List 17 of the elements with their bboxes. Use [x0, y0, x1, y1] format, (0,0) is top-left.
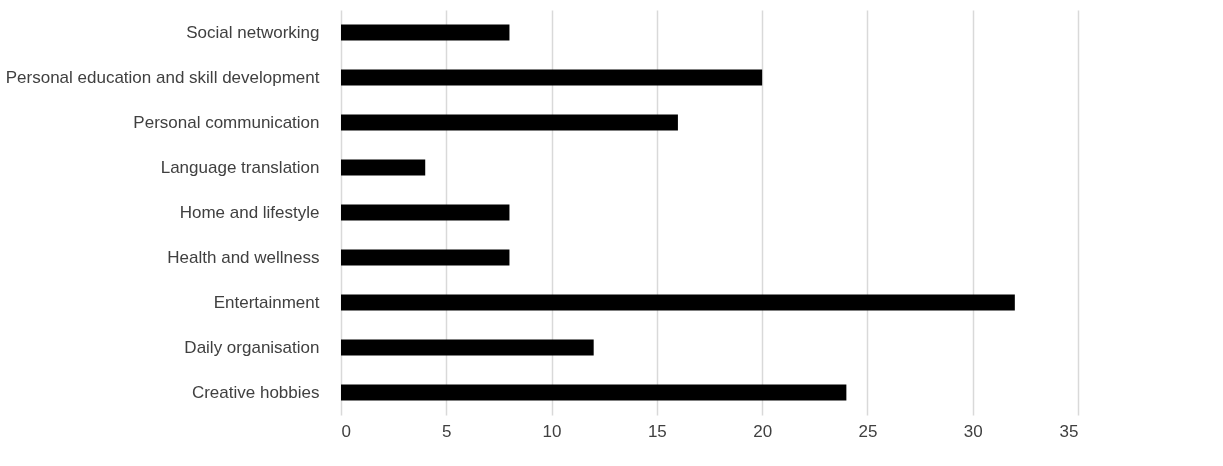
x-tick-label: 5 [442, 421, 452, 441]
x-tick-label: 25 [858, 421, 878, 441]
x-tick-label: 20 [753, 421, 773, 441]
y-tick-label: Creative hobbies [191, 382, 320, 402]
x-tick-label: 10 [542, 421, 562, 441]
x-tick-label: 15 [647, 421, 667, 441]
y-tick-label: Personal communication [133, 112, 320, 132]
y-tick-label: Social networking [186, 22, 320, 42]
y-tick-label: Home and lifestyle [179, 202, 320, 222]
y-tick-label: Language translation [160, 157, 320, 177]
y-tick-label: Personal education and skill development [5, 67, 320, 87]
y-tick-label: Entertainment [213, 292, 320, 312]
x-tick-label: 35 [1059, 421, 1079, 441]
y-tick-label: Daily organisation [184, 337, 320, 357]
x-tick-label: 30 [963, 421, 983, 441]
y-tick-label: Health and wellness [167, 247, 320, 267]
x-tick-label: 0 [341, 421, 351, 441]
